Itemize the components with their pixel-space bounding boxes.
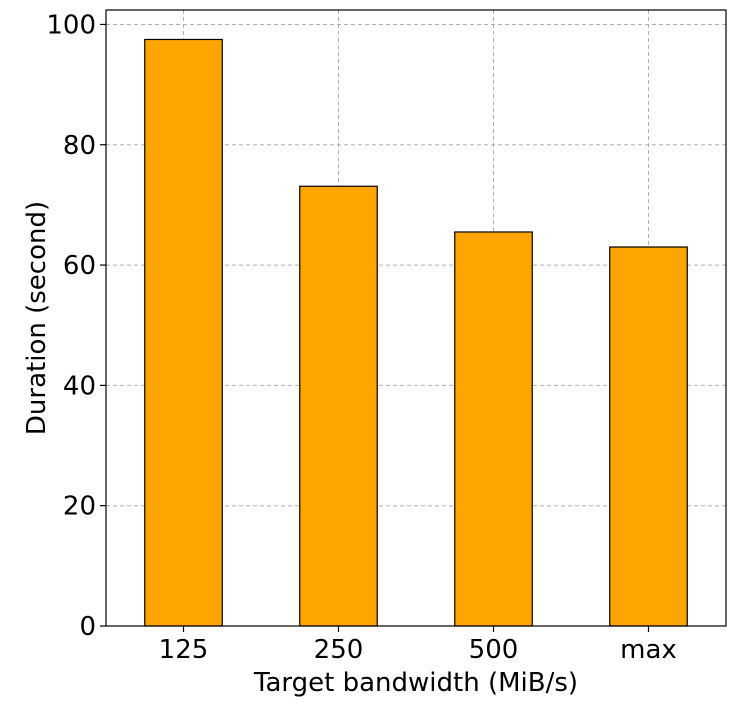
y-tick-label-20: 20 [63,492,96,522]
plot-frame [105,9,727,627]
bars [144,38,688,627]
y-tick-label-40: 40 [63,371,96,401]
y-tick-label-60: 60 [63,251,96,281]
bar-125 [144,38,223,627]
y-tick-label-100: 100 [46,10,96,40]
y-axis-label: Duration (second) [22,201,52,435]
x-tick-label-250: 250 [314,635,364,665]
x-tick-label-max: max [620,635,677,665]
x-tick-label-500: 500 [469,635,519,665]
x-tick-label-125: 125 [159,635,209,665]
x-axis-label: Target bandwidth (MiB/s) [253,668,578,698]
bar-max [609,246,688,627]
bar-250 [299,185,378,627]
bar-500 [454,231,533,627]
y-tick-label-80: 80 [63,131,96,161]
y-tick-label-0: 0 [79,612,96,642]
axis-ticks: 0 20 40 60 80 100 125 250 500 max [46,10,676,665]
